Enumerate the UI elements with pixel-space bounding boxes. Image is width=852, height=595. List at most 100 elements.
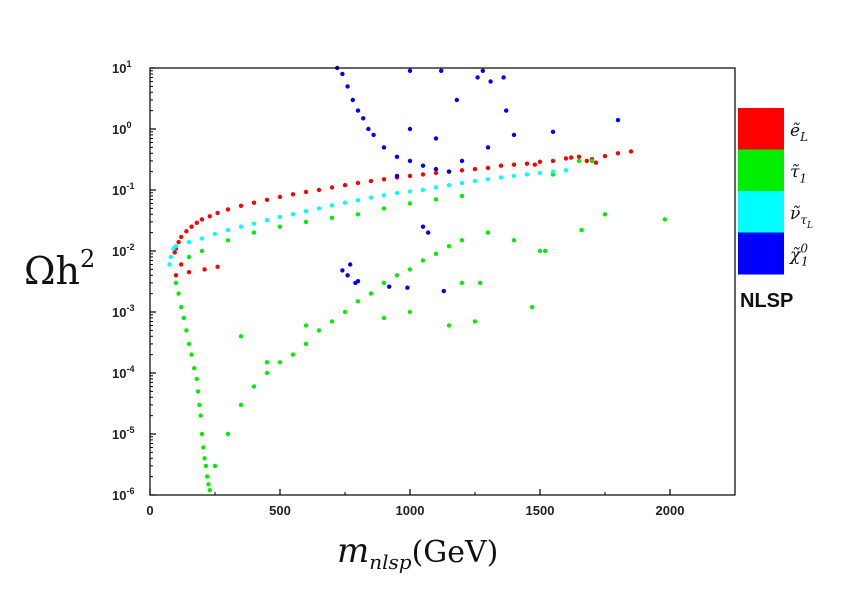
data-point (202, 267, 207, 272)
data-point (579, 227, 584, 233)
data-point (350, 97, 355, 103)
legend-swatch (738, 108, 784, 150)
data-point (225, 227, 231, 233)
data-point (329, 185, 335, 190)
data-point (615, 117, 621, 123)
data-point (405, 285, 410, 290)
y-tick-exponent: -6 (126, 486, 134, 496)
data-point (485, 230, 491, 235)
data-point (186, 239, 192, 245)
data-point (433, 197, 439, 202)
data-point (355, 299, 361, 304)
data-point (472, 178, 478, 184)
data-point (439, 68, 444, 74)
data-point (225, 238, 231, 243)
data-point (420, 163, 426, 168)
data-point (207, 214, 212, 219)
data-point (238, 334, 244, 339)
data-point (420, 172, 426, 177)
y-tick-exponent: -4 (126, 364, 134, 374)
legend-label-base: ν̃ (790, 204, 800, 224)
data-point (407, 68, 413, 74)
axis-ticks: 0 500 1000 1500 200010-610-510-410-310-210-1… (112, 59, 684, 518)
data-point (264, 218, 270, 223)
legend-label-subsub: L (806, 221, 813, 231)
data-point (387, 284, 392, 289)
y-tick-base: 10 (112, 488, 126, 503)
y-tick-label: 10-5 (112, 425, 134, 442)
data-point (550, 169, 556, 174)
data-point (212, 231, 218, 237)
data-point (225, 431, 231, 437)
legend-swatch (738, 149, 784, 192)
data-point (290, 352, 296, 357)
data-point (602, 212, 608, 217)
data-point (201, 445, 206, 450)
legend-label-base: ẽ (790, 121, 800, 141)
data-point (251, 384, 257, 389)
legend-swatch (738, 232, 784, 275)
data-point (662, 217, 667, 222)
data-point (511, 132, 517, 138)
data-point (179, 262, 184, 267)
y-tick-label: 10-6 (112, 486, 134, 503)
data-point (454, 97, 459, 103)
y-tick-label: 10-4 (112, 364, 134, 381)
data-point (420, 187, 426, 193)
data-point (186, 341, 192, 347)
data-point (511, 238, 517, 243)
data-point (407, 126, 413, 132)
legend-label: χ̃0 1 (789, 242, 809, 269)
y-tick-exponent: -5 (126, 425, 134, 435)
data-point (407, 267, 413, 272)
data-point (186, 254, 192, 260)
data-point (366, 126, 371, 132)
data-point (407, 189, 413, 194)
data-point (290, 212, 296, 217)
data-point (168, 254, 173, 260)
data-point (238, 224, 244, 229)
data-point (433, 136, 439, 141)
data-point (589, 158, 595, 164)
data-point (277, 224, 283, 229)
series-1-points (173, 158, 667, 493)
data-point (602, 153, 608, 159)
legend-label-base: χ̃ (789, 246, 802, 266)
data-point (407, 173, 413, 179)
x-tick-label: 2000 (656, 503, 685, 518)
y-tick-label: 10-1 (112, 181, 134, 198)
data-point (446, 169, 452, 174)
data-point (345, 273, 350, 278)
x-tick-label: 1000 (396, 503, 425, 518)
data-point (355, 198, 361, 203)
data-point (628, 149, 634, 154)
data-point (203, 463, 209, 469)
data-point (277, 194, 283, 200)
data-point (537, 159, 543, 164)
data-point (173, 280, 179, 286)
data-point (550, 158, 556, 164)
data-point (368, 178, 374, 184)
y-tick-exponent: 0 (126, 120, 131, 130)
data-point (342, 183, 348, 188)
data-point (485, 145, 491, 150)
data-point (179, 305, 184, 310)
data-point (264, 197, 270, 202)
data-point (205, 474, 210, 479)
x-tick-label: 1500 (526, 503, 555, 518)
data-point (277, 214, 283, 220)
legend-swatch (738, 191, 784, 233)
data-point (329, 203, 335, 208)
data-point (181, 315, 186, 321)
data-point (176, 291, 181, 296)
data-point (488, 79, 493, 84)
data-point (532, 162, 537, 167)
data-point (394, 173, 400, 179)
data-point (563, 156, 569, 161)
y-tick-label: 100 (112, 120, 131, 137)
legend-label-sub: 1 (799, 172, 807, 186)
data-point (511, 162, 517, 167)
data-point (199, 248, 205, 254)
data-point (215, 264, 220, 269)
data-point (475, 75, 480, 80)
